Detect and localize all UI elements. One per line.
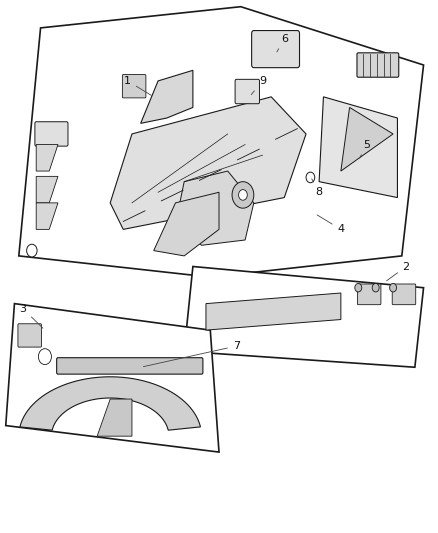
Text: 9: 9 xyxy=(251,76,266,95)
Polygon shape xyxy=(97,399,132,436)
FancyBboxPatch shape xyxy=(357,284,381,305)
Polygon shape xyxy=(184,266,424,367)
FancyBboxPatch shape xyxy=(122,75,146,98)
Text: 6: 6 xyxy=(277,34,288,52)
Text: 8: 8 xyxy=(312,179,323,197)
FancyBboxPatch shape xyxy=(357,53,399,77)
Circle shape xyxy=(390,284,396,292)
Polygon shape xyxy=(206,293,341,330)
Text: 1: 1 xyxy=(124,76,152,95)
Text: 2: 2 xyxy=(387,262,410,281)
Circle shape xyxy=(27,244,37,257)
Text: 3: 3 xyxy=(20,304,43,328)
Circle shape xyxy=(239,190,247,200)
FancyBboxPatch shape xyxy=(252,30,300,68)
Polygon shape xyxy=(319,97,397,198)
Circle shape xyxy=(355,284,362,292)
Text: 5: 5 xyxy=(360,140,371,158)
Text: 4: 4 xyxy=(317,215,344,235)
Polygon shape xyxy=(341,108,393,171)
FancyBboxPatch shape xyxy=(35,122,68,146)
Polygon shape xyxy=(36,144,58,171)
Polygon shape xyxy=(6,304,219,452)
Circle shape xyxy=(232,182,254,208)
Polygon shape xyxy=(20,377,201,430)
FancyBboxPatch shape xyxy=(392,284,416,305)
FancyBboxPatch shape xyxy=(235,79,259,104)
Polygon shape xyxy=(141,70,193,123)
Polygon shape xyxy=(36,203,58,229)
Circle shape xyxy=(39,349,51,365)
Polygon shape xyxy=(110,97,306,229)
FancyBboxPatch shape xyxy=(57,358,203,374)
Circle shape xyxy=(306,172,315,183)
Polygon shape xyxy=(19,7,424,277)
Circle shape xyxy=(372,284,379,292)
Polygon shape xyxy=(176,171,254,245)
FancyBboxPatch shape xyxy=(18,324,42,347)
Text: 7: 7 xyxy=(143,341,240,367)
Polygon shape xyxy=(154,192,219,256)
Polygon shape xyxy=(36,176,58,203)
